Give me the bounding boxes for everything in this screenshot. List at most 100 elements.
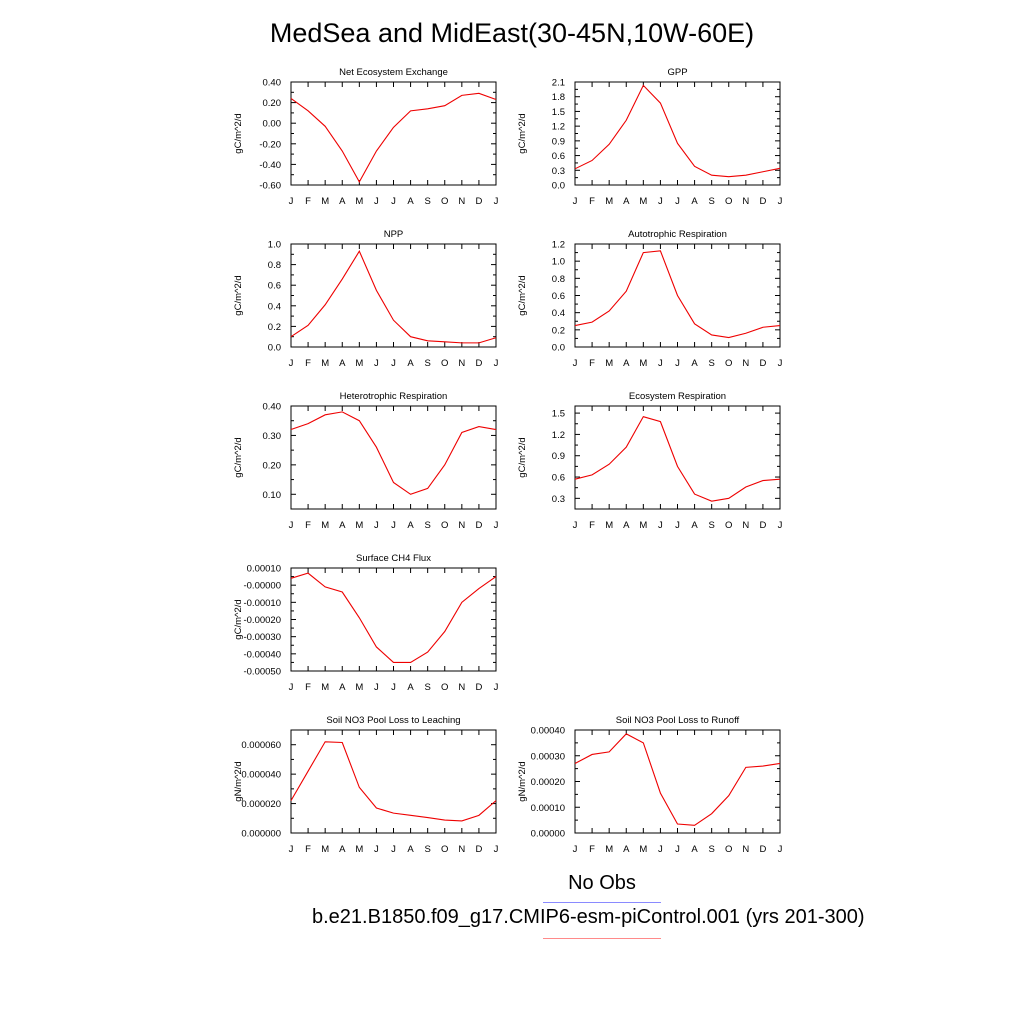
y-axis-label: gN/m^2/d <box>233 761 244 801</box>
x-tick-label: M <box>605 520 613 531</box>
figure-title: MedSea and MidEast(30-45N,10W-60E) <box>269 18 755 48</box>
x-tick-label: D <box>475 682 482 693</box>
panel-title: GPP <box>667 67 687 78</box>
y-tick-label: -0.00030 <box>243 632 281 643</box>
x-tick-label: J <box>778 196 783 207</box>
y-axis-label: gC/m^2/d <box>517 275 528 315</box>
series-line <box>290 92 497 184</box>
y-tick-label: 0.00010 <box>247 564 281 575</box>
x-tick-label: S <box>708 520 714 531</box>
y-tick-label: 0.000020 <box>241 799 281 810</box>
x-tick-label: O <box>441 844 448 855</box>
y-tick-label: -0.40 <box>259 160 281 171</box>
x-tick-label: J <box>391 196 396 207</box>
y-tick-label: 0.00000 <box>531 829 565 840</box>
y-axis-label: gC/m^2/d <box>233 599 244 639</box>
x-tick-label: J <box>675 196 680 207</box>
x-tick-label: A <box>339 682 346 693</box>
x-tick-label: J <box>778 358 783 369</box>
x-tick-label: N <box>742 844 749 855</box>
x-tick-label: O <box>725 358 732 369</box>
x-tick-label: J <box>658 196 663 207</box>
series-line <box>574 250 781 339</box>
panel-title: Ecosystem Respiration <box>629 391 726 402</box>
y-tick-label: 2.1 <box>552 78 565 89</box>
x-tick-label: F <box>305 358 311 369</box>
x-tick-label: J <box>391 844 396 855</box>
x-tick-label: M <box>605 196 613 207</box>
x-tick-label: S <box>424 844 430 855</box>
y-tick-label: -0.20 <box>259 139 281 150</box>
panel-title: NPP <box>384 229 404 240</box>
x-tick-label: M <box>355 844 363 855</box>
y-tick-label: 0.00040 <box>531 726 565 737</box>
x-tick-label: F <box>305 196 311 207</box>
panel-title: Surface CH4 Flux <box>356 553 431 564</box>
x-tick-label: J <box>374 196 379 207</box>
x-tick-label: S <box>708 196 714 207</box>
y-tick-label: 1.5 <box>552 409 565 420</box>
x-tick-label: O <box>441 358 448 369</box>
y-axis-label: gN/m^2/d <box>517 761 528 801</box>
y-tick-label: -0.00040 <box>243 649 281 660</box>
legend-obs-line <box>543 902 661 903</box>
x-tick-label: O <box>441 520 448 531</box>
series-line <box>290 250 497 344</box>
y-tick-label: 0.2 <box>552 325 565 336</box>
y-tick-label: -0.60 <box>259 181 281 192</box>
x-tick-label: J <box>494 358 499 369</box>
x-tick-label: N <box>742 196 749 207</box>
x-tick-label: J <box>374 682 379 693</box>
panel-title: Net Ecosystem Exchange <box>339 67 448 78</box>
x-tick-label: J <box>391 520 396 531</box>
y-tick-label: 1.2 <box>552 122 565 133</box>
x-tick-label: M <box>355 196 363 207</box>
x-tick-label: F <box>305 520 311 531</box>
x-tick-label: F <box>305 682 311 693</box>
y-tick-label: -0.00020 <box>243 615 281 626</box>
x-tick-label: O <box>725 844 732 855</box>
y-axis-label: gC/m^2/d <box>233 113 244 153</box>
y-tick-label: -0.00000 <box>243 581 281 592</box>
series-line <box>290 411 497 495</box>
x-tick-label: M <box>639 358 647 369</box>
x-tick-label: J <box>675 358 680 369</box>
y-tick-label: 1.0 <box>552 257 565 268</box>
series-line <box>290 741 497 822</box>
x-tick-label: M <box>639 520 647 531</box>
x-tick-label: N <box>742 520 749 531</box>
y-tick-label: 0.10 <box>263 490 282 501</box>
x-tick-label: D <box>759 844 766 855</box>
x-tick-label: M <box>321 196 329 207</box>
y-tick-label: 0.4 <box>552 308 565 319</box>
y-tick-label: 0.8 <box>552 274 565 285</box>
x-tick-label: J <box>658 844 663 855</box>
x-tick-label: A <box>407 358 414 369</box>
y-tick-label: 0.00020 <box>531 777 565 788</box>
x-tick-label: A <box>691 196 698 207</box>
x-tick-label: M <box>355 682 363 693</box>
series-line <box>290 572 497 663</box>
x-tick-label: J <box>374 358 379 369</box>
x-tick-label: D <box>759 196 766 207</box>
x-tick-label: M <box>639 196 647 207</box>
x-tick-label: J <box>289 520 294 531</box>
y-axis-label: gC/m^2/d <box>233 437 244 477</box>
y-tick-label: 0.2 <box>268 322 281 333</box>
x-tick-label: S <box>424 358 430 369</box>
y-tick-label: 0.000060 <box>241 740 281 751</box>
x-tick-label: O <box>725 520 732 531</box>
panel-title: Autotrophic Respiration <box>628 229 727 240</box>
y-axis-label: gC/m^2/d <box>233 275 244 315</box>
y-tick-label: 0.40 <box>263 402 282 413</box>
x-tick-label: J <box>573 196 578 207</box>
x-tick-label: N <box>458 196 465 207</box>
x-tick-label: J <box>494 844 499 855</box>
x-tick-label: A <box>339 196 346 207</box>
x-tick-label: J <box>778 520 783 531</box>
x-tick-label: J <box>675 844 680 855</box>
y-tick-label: 0.0 <box>268 343 281 354</box>
